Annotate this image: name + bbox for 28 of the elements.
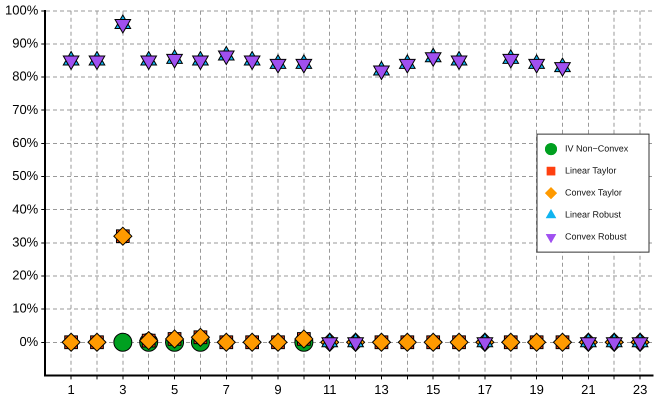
x-tick-label: 11 [322,382,336,397]
y-tick-label: 80% [12,68,39,84]
y-tick-label: 20% [12,268,39,283]
x-tick-label: 5 [170,382,178,397]
x-tick-label: 19 [529,382,544,397]
x-tick-label: 17 [478,382,492,397]
y-tick-label: 60% [12,134,39,150]
y-tick-label: 70% [12,102,39,117]
legend-label: IV Non−Convex [565,144,629,154]
y-tick-label: 100% [5,2,39,18]
y-tick-label: 50% [12,168,39,184]
x-tick-label: 15 [426,382,440,397]
x-tick-label: 7 [222,382,230,397]
y-tick-label: 40% [12,201,39,216]
legend-label: Linear Robust [565,210,622,220]
x-tick-label: 3 [119,382,126,397]
x-tick-label: 23 [632,382,648,397]
legend-label: Linear Taylor [565,166,616,176]
x-tick-label: 13 [374,382,389,397]
x-tick-label: 21 [581,382,596,397]
y-tick-label: 90% [12,36,39,51]
y-tick-label: 0% [19,334,39,349]
x-tick-label: 9 [274,382,282,397]
x-tick-label: 1 [67,382,75,397]
legend-label: Convex Taylor [565,188,622,198]
y-tick-label: 10% [12,300,39,316]
y-tick-label: 30% [12,234,39,250]
legend-label: Convex Robust [565,232,628,242]
